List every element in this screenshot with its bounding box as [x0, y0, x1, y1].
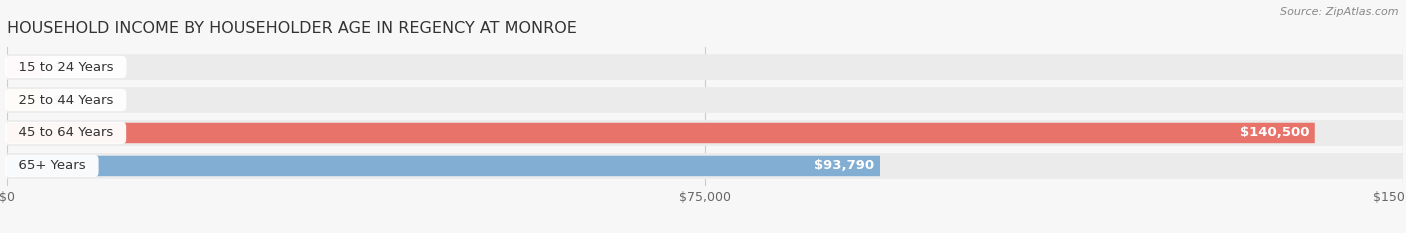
Text: HOUSEHOLD INCOME BY HOUSEHOLDER AGE IN REGENCY AT MONROE: HOUSEHOLD INCOME BY HOUSEHOLDER AGE IN R… — [7, 21, 576, 36]
FancyBboxPatch shape — [7, 87, 1403, 113]
FancyBboxPatch shape — [7, 123, 1315, 143]
Text: $93,790: $93,790 — [814, 159, 875, 172]
Text: $140,500: $140,500 — [1240, 127, 1309, 140]
FancyBboxPatch shape — [7, 54, 1403, 80]
FancyBboxPatch shape — [7, 156, 880, 176]
FancyBboxPatch shape — [7, 120, 1403, 146]
Text: 45 to 64 Years: 45 to 64 Years — [10, 127, 121, 140]
Text: 15 to 24 Years: 15 to 24 Years — [10, 61, 122, 74]
Text: 25 to 44 Years: 25 to 44 Years — [10, 93, 122, 106]
FancyBboxPatch shape — [7, 90, 42, 110]
Text: 65+ Years: 65+ Years — [10, 159, 94, 172]
Text: Source: ZipAtlas.com: Source: ZipAtlas.com — [1281, 7, 1399, 17]
FancyBboxPatch shape — [7, 153, 1403, 179]
Text: $0: $0 — [53, 61, 70, 74]
Text: $0: $0 — [53, 93, 70, 106]
FancyBboxPatch shape — [7, 57, 42, 77]
